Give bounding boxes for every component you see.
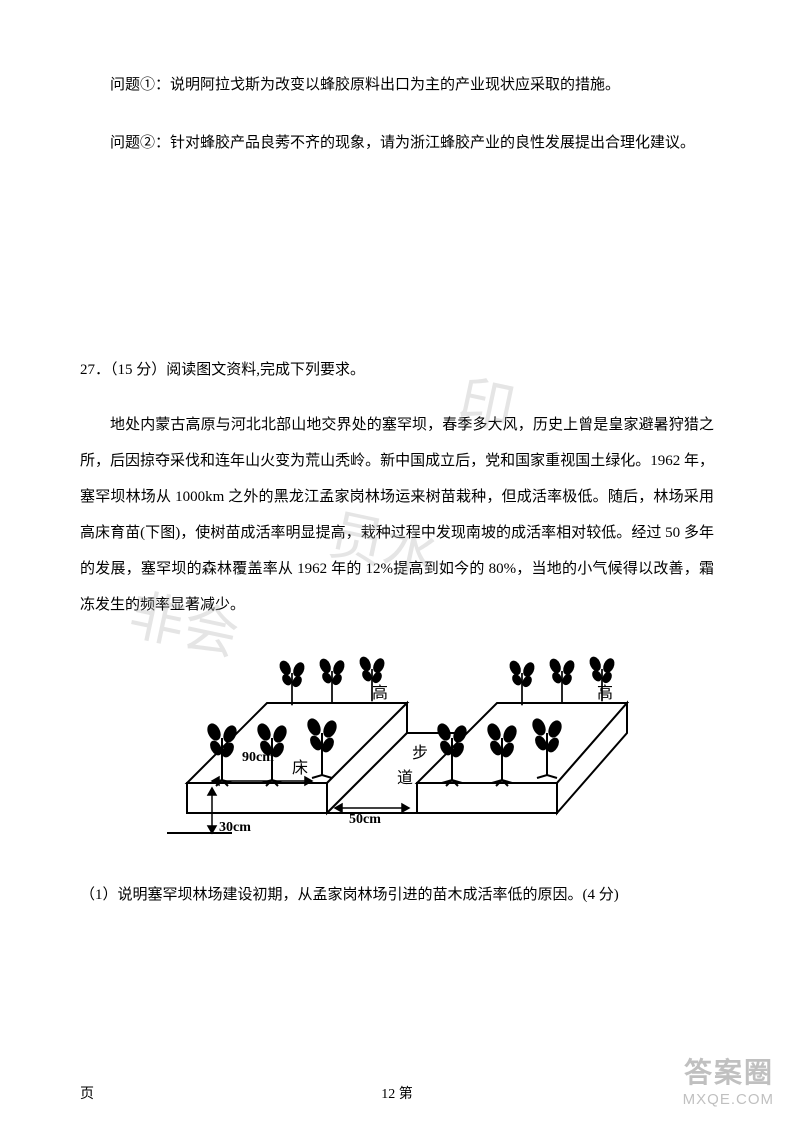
page-content: 问题①：说明阿拉戈斯为改变以蜂胶原料出口为主的产业现状应采取的措施。 问题②：针… <box>0 0 794 964</box>
passage-text: 地处内蒙古高原与河北北部山地交界处的塞罕坝，春季多大风，历史上曾是皇家避暑狩猎之… <box>80 407 714 623</box>
label-bed: 床 <box>292 759 308 777</box>
dim-path: 50cm <box>349 812 381 827</box>
question-27-header: 27．（15 分）阅读图文资料,完成下列要求。 <box>80 358 714 379</box>
question-1: 问题①：说明阿拉戈斯为改变以蜂胶原料出口为主的产业现状应采取的措施。 <box>80 70 714 100</box>
label-high-left: 高 <box>372 684 388 702</box>
seedbed-diagram: 床 90cm 30cm 步 道 <box>80 643 714 853</box>
bottom-watermark: 答案圈 MXQE.COM <box>683 1051 774 1108</box>
label-path-bottom: 道 <box>397 769 413 787</box>
sub-question-1: （1）说明塞罕坝林场建设初期，从孟家岗林场引进的苗木成活率低的原因。(4 分) <box>80 883 714 904</box>
label-high-right: 高 <box>597 684 613 702</box>
question-2: 问题②：针对蜂胶产品良莠不齐的现象，请为浙江蜂胶产业的良性发展提出合理化建议。 <box>80 128 714 158</box>
footer-center: 12 第 <box>381 1083 413 1103</box>
watermark-url: MXQE.COM <box>683 1091 774 1108</box>
watermark-brand: 答案圈 <box>683 1051 774 1091</box>
label-path-top: 步 <box>412 744 428 762</box>
footer-left: 页 <box>80 1083 94 1103</box>
